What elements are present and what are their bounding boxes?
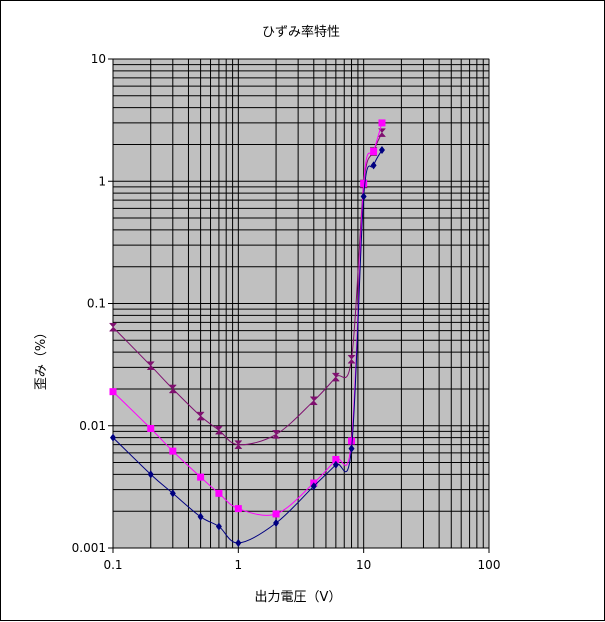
y-tick-label: 10 xyxy=(91,52,106,66)
data-point xyxy=(147,470,154,479)
series-layer xyxy=(108,119,387,547)
data-point xyxy=(309,396,318,406)
y-tick-label: 0.01 xyxy=(79,419,106,433)
data-point xyxy=(234,505,242,513)
data-point xyxy=(146,361,155,370)
data-point xyxy=(272,430,281,439)
data-point xyxy=(197,512,204,521)
data-point xyxy=(332,455,340,463)
y-tick-label: 0.1 xyxy=(87,297,106,311)
x-tick-label: 1 xyxy=(235,558,243,572)
data-point xyxy=(197,473,205,481)
data-point xyxy=(169,447,177,455)
data-point xyxy=(147,424,155,432)
data-point xyxy=(215,522,222,531)
x-axis-label: 出力電圧（V） xyxy=(255,590,342,605)
series-3 xyxy=(110,146,385,547)
data-point xyxy=(110,433,116,442)
x-tick-label: 10 xyxy=(356,558,371,572)
data-point xyxy=(273,519,280,528)
x-tick-label: 100 xyxy=(478,558,501,572)
y-axis-label: 歪み（%） xyxy=(34,326,49,390)
data-point xyxy=(109,388,117,396)
data-point xyxy=(360,192,367,201)
data-point xyxy=(196,411,205,421)
data-point xyxy=(332,460,339,469)
data-point xyxy=(370,148,378,156)
x-tick-label: 0.1 xyxy=(103,558,122,572)
data-point xyxy=(108,322,118,332)
data-point xyxy=(378,119,386,127)
data-point xyxy=(360,179,368,187)
data-point xyxy=(310,482,317,491)
chart-title: ひずみ率特性 xyxy=(262,24,340,40)
data-point xyxy=(168,384,177,394)
data-point xyxy=(272,510,280,518)
data-point xyxy=(215,489,223,497)
data-point xyxy=(378,146,385,155)
data-point xyxy=(348,444,355,453)
tick-labels: 0.1 1 10 100 0.001 0.01 0.1 1 10 xyxy=(72,52,501,572)
y-tick-label: 0.001 xyxy=(72,541,106,555)
data-point xyxy=(331,372,340,382)
data-point xyxy=(214,425,223,435)
data-point xyxy=(235,538,242,547)
y-tick-label: 1 xyxy=(98,174,106,188)
grid-lines xyxy=(112,58,490,549)
data-point xyxy=(370,161,377,170)
data-point xyxy=(348,437,356,445)
data-point xyxy=(234,440,243,449)
data-point xyxy=(347,354,356,364)
data-point xyxy=(169,489,176,498)
